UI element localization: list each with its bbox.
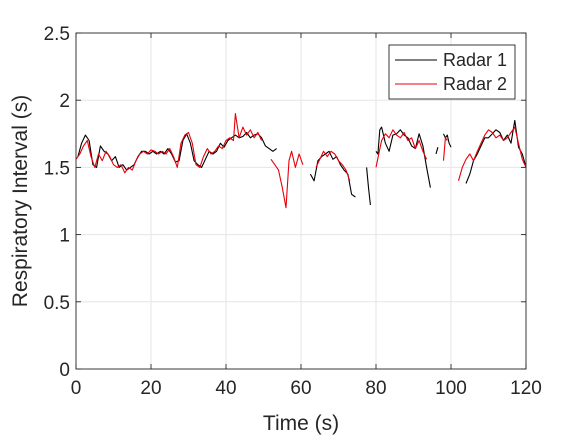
y-tick-label: 0.5 (44, 293, 70, 314)
legend-label-2: Radar 2 (443, 74, 507, 94)
x-tick-label: 20 (140, 378, 161, 399)
x-tick-label: 40 (215, 378, 236, 399)
series-2-line-segment (375, 129, 428, 168)
y-tick-label: 1.5 (44, 158, 70, 179)
series-1-line-segment (465, 119, 526, 184)
x-tick-label: 100 (435, 378, 467, 399)
y-axis-label: Respiratory Interval (s) (9, 95, 32, 307)
legend-box (388, 44, 516, 100)
y-tick-label: 2 (59, 91, 70, 112)
series-2-line-segment (270, 150, 304, 209)
series-2-line-segment (457, 126, 527, 181)
series-2-line-segment (442, 137, 448, 161)
legend-label-1: Radar 1 (443, 50, 507, 70)
series-2-line-segment (315, 150, 351, 181)
plot-series (75, 113, 527, 209)
y-tick-label: 0 (59, 360, 70, 381)
y-tick-label: 2.5 (44, 24, 70, 45)
series-2-line-segment (75, 113, 263, 174)
y-tick-label: 1 (59, 226, 70, 247)
series-1-line-segment (366, 167, 371, 206)
x-tick-label: 120 (510, 378, 542, 399)
x-tick-label: 0 (71, 378, 82, 399)
axis-ticks: 0 20 40 60 80 100 120 0 0.5 1 1.5 2 2.5 (44, 24, 542, 399)
series-1-line-segment (435, 147, 439, 155)
series-2 (75, 113, 527, 209)
legend: Radar 1 Radar 2 (388, 44, 516, 100)
series-1-line-segment (443, 133, 452, 148)
series-1-line-segment (375, 126, 431, 188)
x-tick-label: 80 (365, 378, 386, 399)
x-tick-label: 60 (290, 378, 311, 399)
x-axis-label: Time (s) (263, 412, 339, 435)
